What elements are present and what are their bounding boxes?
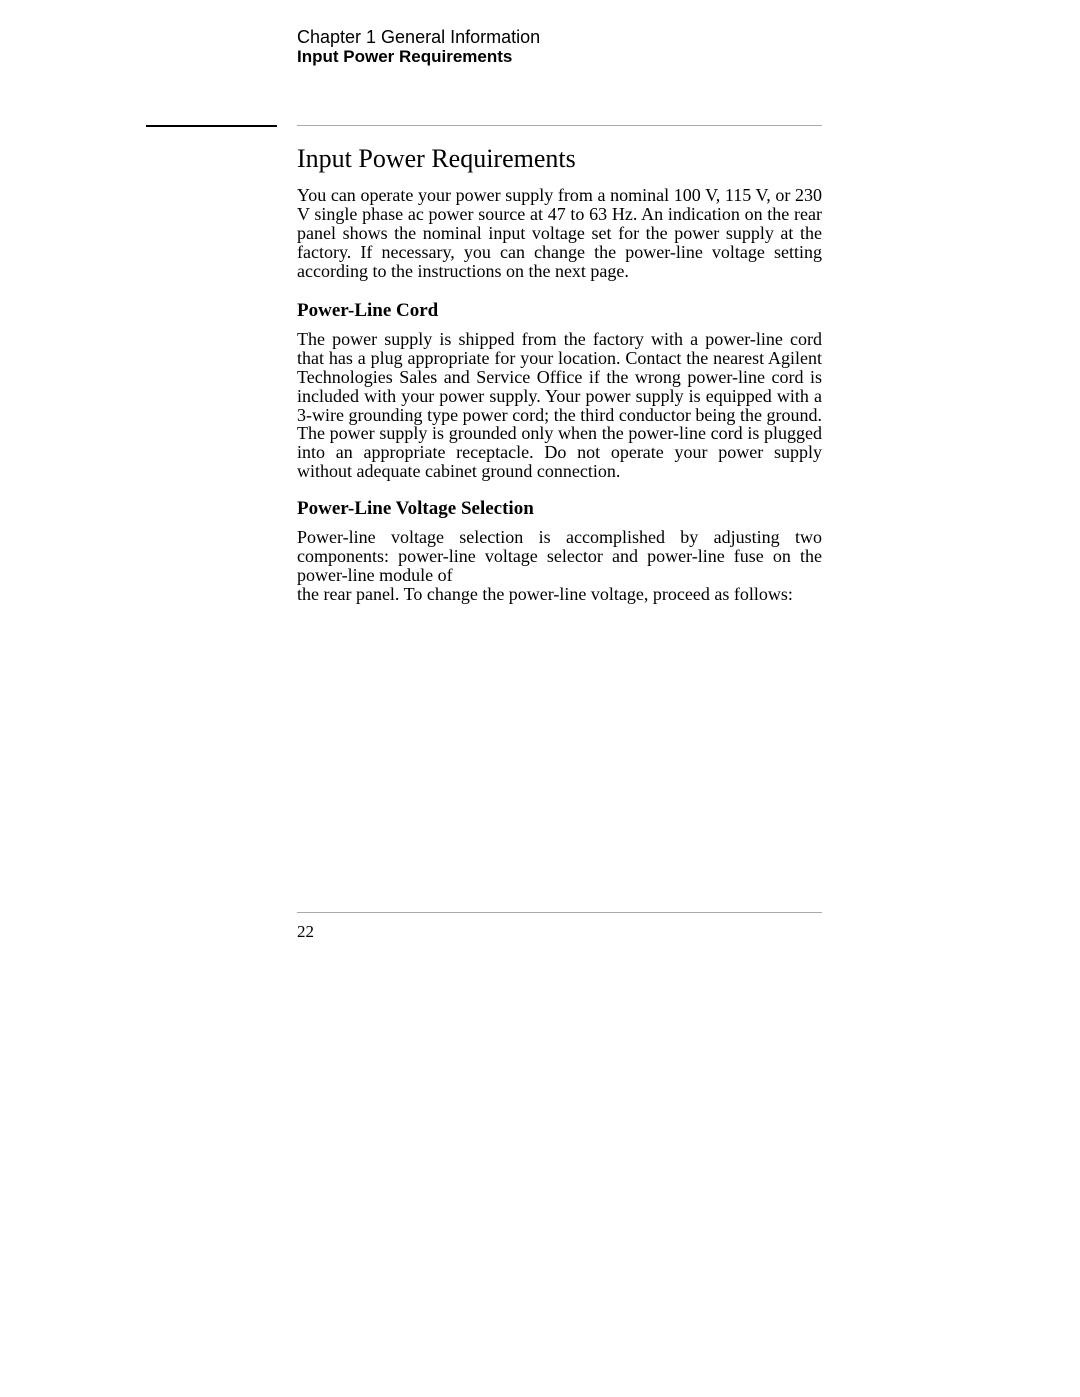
rule-top-light: [297, 125, 822, 126]
page-title: Input Power Requirements: [297, 144, 576, 174]
subheading-power-line-cord: Power-Line Cord: [297, 300, 438, 322]
voltage-selection-body-last-line: the rear panel. To change the power-line…: [297, 585, 822, 604]
document-page: Chapter 1 General Information Input Powe…: [0, 0, 1080, 1397]
rule-top-thick: [146, 125, 277, 127]
voltage-selection-paragraph: Power-line voltage selection is accompli…: [297, 528, 822, 604]
rule-bottom-light: [297, 912, 822, 913]
power-line-cord-paragraph: The power supply is shipped from the fac…: [297, 330, 822, 481]
voltage-selection-body-justified: Power-line voltage selection is accompli…: [297, 527, 822, 585]
page-number: 22: [297, 922, 314, 942]
header-section: Input Power Requirements: [297, 47, 512, 67]
subheading-voltage-selection: Power-Line Voltage Selection: [297, 498, 534, 520]
intro-paragraph: You can operate your power supply from a…: [297, 186, 822, 280]
header-chapter: Chapter 1 General Information: [297, 27, 540, 48]
